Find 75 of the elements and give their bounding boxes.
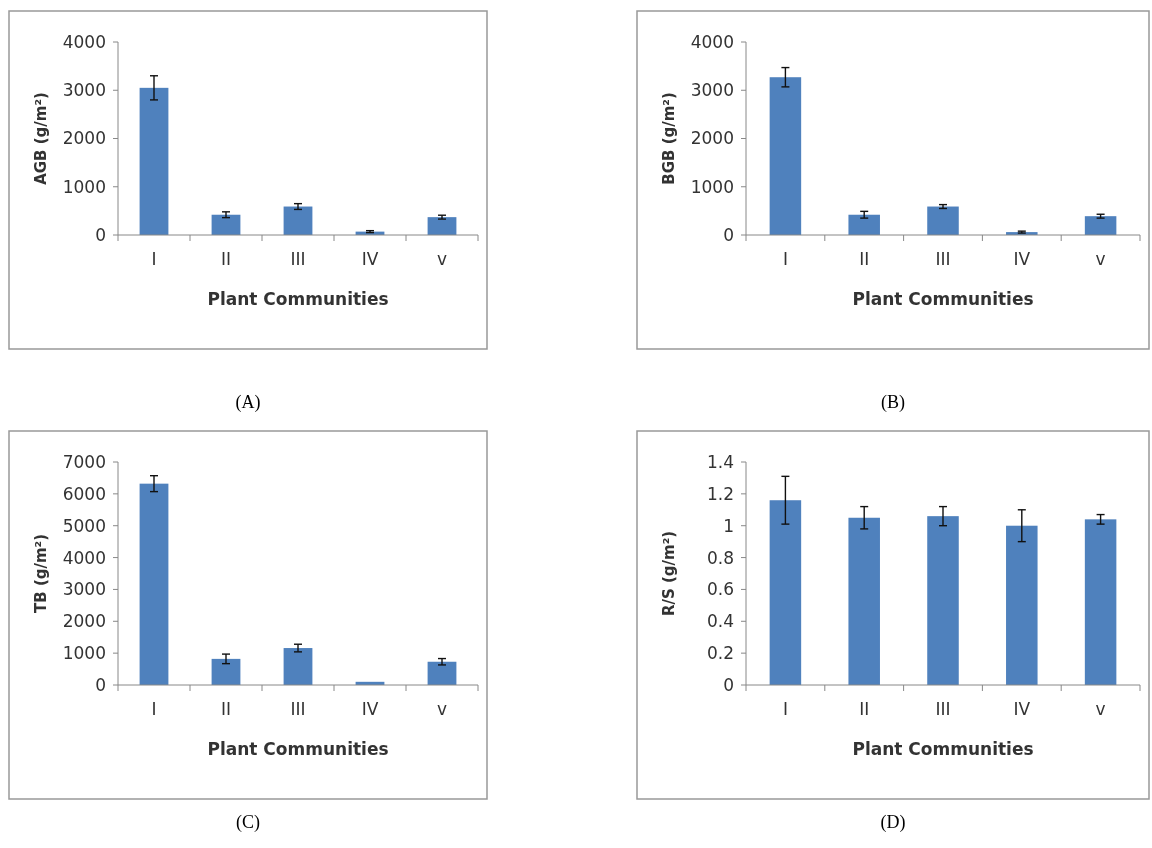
text: (B): [881, 392, 905, 413]
x-tick-label: I: [151, 249, 157, 269]
text: (D): [880, 812, 906, 833]
y-tick-label: 7000: [62, 451, 106, 472]
y-tick-label: 6000: [62, 483, 106, 504]
bar: [139, 483, 169, 685]
x-tick-label: IV: [361, 699, 379, 719]
bar: [1084, 519, 1117, 685]
x-tick-label: I: [782, 249, 788, 269]
bar: [769, 77, 802, 235]
x-tick-label: III: [935, 249, 951, 269]
y-tick-label: 0.4: [706, 611, 734, 632]
y-tick-label: 0.6: [706, 579, 734, 600]
x-tick-label: II: [859, 249, 870, 269]
bar: [283, 648, 313, 685]
y-tick-label: 1000: [62, 643, 106, 664]
x-tick-label: I: [782, 699, 788, 719]
x-tick-label: II: [220, 699, 232, 719]
y-tick-label: 2000: [690, 128, 734, 149]
x-tick-label: IV: [1013, 699, 1031, 719]
text: (A): [235, 392, 261, 413]
x-tick-label: v: [436, 249, 448, 269]
x-tick-label: III: [290, 699, 306, 719]
x-tick-label: II: [859, 699, 870, 719]
bar: [211, 658, 241, 685]
x-tick-label: v: [1095, 249, 1106, 269]
y-tick-label: 4000: [62, 31, 106, 52]
x-axis-title: Plant Communities: [852, 289, 1034, 309]
y-tick-label: 0: [723, 224, 734, 245]
y-tick-label: 1: [723, 515, 734, 536]
x-tick-label: v: [1095, 699, 1106, 719]
y-tick-label: 0.8: [706, 547, 734, 568]
bar: [427, 661, 457, 685]
y-tick-label: 1000: [690, 176, 734, 197]
y-tick-label: 0: [95, 224, 106, 245]
bar: [211, 214, 241, 235]
bar: [927, 206, 959, 235]
x-tick-label: I: [151, 699, 157, 719]
y-tick-label: 0.2: [706, 643, 734, 664]
bar: [1006, 525, 1038, 685]
x-tick-label: IV: [1013, 249, 1031, 269]
bar: [283, 206, 313, 235]
y-tick-label: 4000: [62, 547, 106, 568]
y-tick-label: 0: [95, 674, 106, 695]
y-tick-label: 3000: [690, 80, 734, 101]
y-tick-label: 2000: [62, 611, 106, 632]
x-tick-label: III: [290, 249, 306, 269]
bar: [427, 217, 457, 235]
y-tick-label: 5000: [62, 515, 106, 536]
x-tick-label: IV: [361, 249, 379, 269]
bar: [848, 214, 880, 235]
bar: [1084, 216, 1117, 235]
text: (C): [236, 812, 260, 833]
x-tick-label: v: [436, 699, 448, 719]
y-tick-label: 1000: [62, 176, 106, 197]
bar: [769, 500, 802, 685]
y-tick-label: 0: [723, 674, 734, 695]
x-axis-title: Plant Communities: [852, 739, 1034, 759]
y-tick-label: 3000: [62, 80, 106, 101]
x-axis-title: Plant Communities: [207, 289, 389, 309]
y-tick-label: 2000: [62, 128, 106, 149]
y-tick-label: 4000: [690, 31, 734, 52]
x-axis-title: Plant Communities: [207, 739, 389, 759]
bar: [139, 87, 169, 235]
bar: [927, 516, 959, 685]
y-axis-title: R/S (g/m²): [660, 530, 678, 617]
y-axis-title: BGB (g/m²): [660, 92, 678, 185]
x-tick-label: III: [935, 699, 951, 719]
y-tick-label: 1.2: [706, 483, 734, 504]
y-axis-title: TB (g/m²): [32, 533, 50, 614]
y-tick-label: 1.4: [706, 451, 734, 472]
x-tick-label: II: [220, 249, 232, 269]
bar: [848, 517, 880, 685]
y-axis-title: AGB (g/m²): [32, 92, 50, 185]
y-tick-label: 3000: [62, 579, 106, 600]
